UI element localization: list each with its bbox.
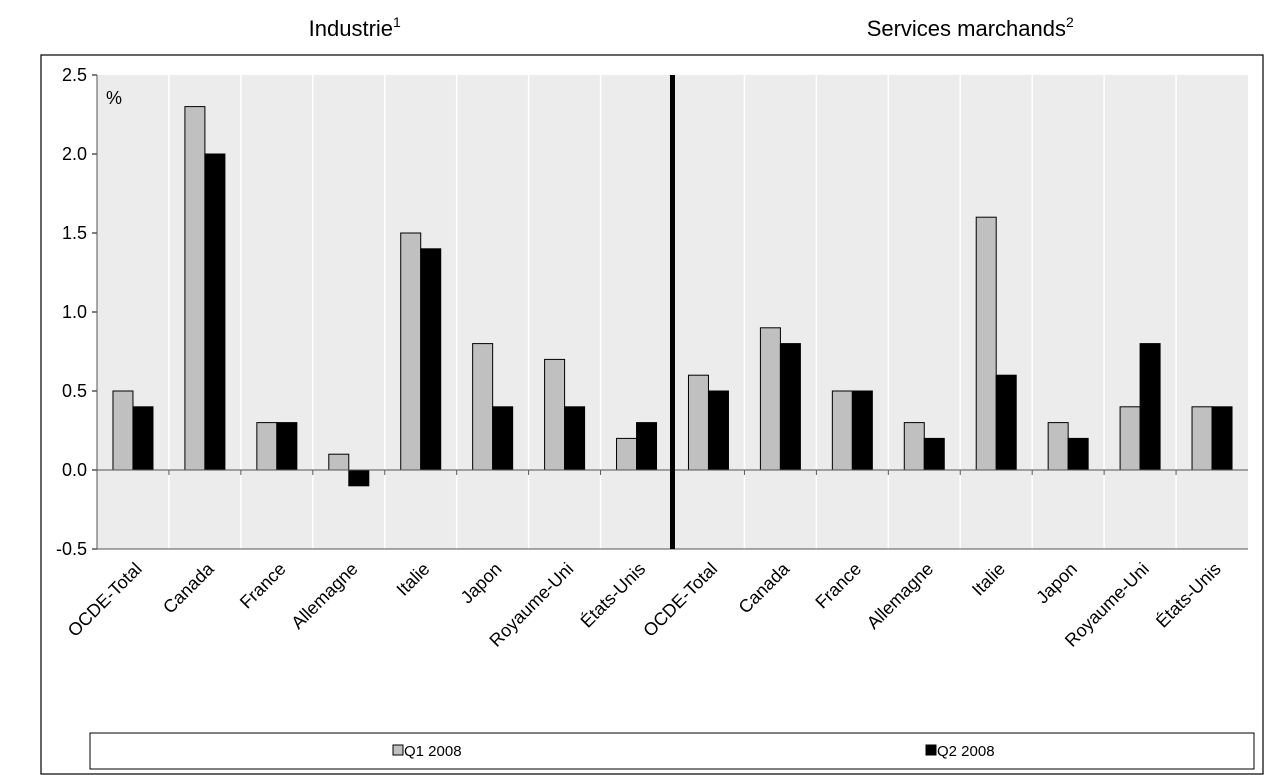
bar-q2: [276, 422, 298, 471]
bar-q1: [472, 343, 494, 471]
bar-q2: [1139, 343, 1161, 471]
bar-q2: [564, 406, 586, 471]
bar-q2: [779, 343, 801, 471]
legend-swatch-q2: [925, 744, 937, 756]
bar-q2: [1211, 406, 1233, 471]
bar-q2: [851, 390, 873, 471]
panel-title-text: Services marchands: [867, 16, 1066, 41]
bar-q1: [616, 437, 638, 471]
y-tick-label: 0.5: [62, 381, 87, 401]
unit-label: %: [106, 88, 122, 108]
bar-q2: [348, 469, 370, 487]
y-tick-label: -0.5: [56, 539, 87, 559]
bar-q2: [132, 406, 154, 471]
panel-title-text: Industrie: [309, 16, 393, 41]
legend-label: Q2 2008: [937, 743, 995, 760]
y-tick-label: 2.5: [62, 65, 87, 85]
y-tick-label: 0.0: [62, 460, 87, 480]
bar-q2: [923, 437, 945, 471]
bar-q1: [544, 358, 566, 471]
bar-q1: [112, 390, 134, 471]
bar-q1: [256, 422, 278, 471]
bar-q1: [400, 232, 422, 471]
bar-q1: [328, 453, 350, 471]
bar-q1: [1191, 406, 1213, 471]
bar-q2: [204, 153, 226, 471]
bar-q1: [975, 216, 997, 471]
bar-q1: [903, 422, 925, 471]
bar-q1: [1119, 406, 1141, 471]
legend-label: Q1 2008: [404, 743, 462, 760]
y-tick-label: 1.0: [62, 302, 87, 322]
bar-q1: [759, 327, 781, 471]
bar-q1: [184, 106, 206, 471]
y-tick-label: 1.5: [62, 223, 87, 243]
legend-swatch-q1: [392, 744, 404, 756]
bar-q1: [1047, 422, 1069, 471]
panel-title: Industrie1: [309, 14, 401, 41]
bar-q2: [1067, 437, 1089, 471]
bar-q1: [687, 374, 709, 471]
bar-q2: [420, 248, 442, 471]
panel-title: Services marchands2: [867, 14, 1074, 41]
panel-title-superscript: 2: [1066, 14, 1074, 30]
bar-q2: [636, 422, 658, 471]
panel-title-superscript: 1: [393, 14, 401, 30]
bar-q1: [831, 390, 853, 471]
bar-q2: [492, 406, 514, 471]
bar-q2: [995, 374, 1017, 471]
bar-q2: [707, 390, 729, 471]
y-tick-label: 2.0: [62, 144, 87, 164]
legend-box: [89, 732, 1255, 770]
